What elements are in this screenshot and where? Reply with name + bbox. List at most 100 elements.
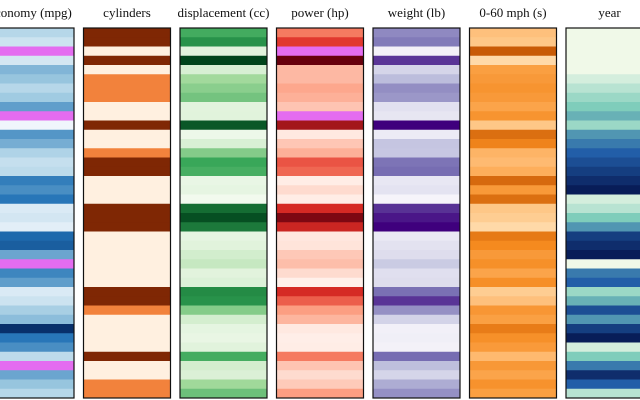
stripe [469,213,557,223]
stripe [276,176,364,186]
stripe [373,157,460,168]
stripe [566,240,640,251]
column-title: displacement (cc) [177,5,269,20]
stripe [566,203,640,214]
stripe [276,379,364,390]
stripe [180,231,267,242]
stripe [469,305,557,316]
stripe [566,46,640,57]
stripe [566,351,640,362]
stripe [0,157,74,168]
stripe [373,342,460,353]
stripe [0,120,74,131]
stripe [469,203,557,214]
stripe [0,305,74,316]
stripe [0,240,74,251]
stripe [83,379,171,390]
stripe [276,296,364,306]
stripe [373,250,460,260]
stripe [180,259,267,269]
stripe [0,185,74,195]
stripe [566,28,640,38]
stripe [83,370,171,380]
stripe [566,268,640,279]
stripe [276,203,364,214]
stripe [469,370,557,380]
stripe [276,361,364,371]
stripe [373,37,460,47]
stripe [469,250,557,260]
stripe [83,324,171,334]
stripe [469,148,557,158]
stripe [0,250,74,260]
column-title: 0-60 mph (s) [479,5,546,20]
stripe [373,259,460,269]
column-frame [82,27,172,399]
stripe [373,203,460,214]
stripe [373,370,460,380]
stripe [373,166,460,177]
stripe [566,148,640,158]
column-title: economy (mpg) [0,5,72,20]
stripe [83,213,171,223]
stripe [566,185,640,195]
stripe [276,194,364,205]
stripe [469,342,557,353]
stripe [276,268,364,279]
stripe [469,46,557,57]
stripe [566,120,640,131]
stripe [180,129,267,140]
stripe [566,370,640,380]
stripe [276,259,364,269]
stripe [180,388,267,399]
stripe [469,259,557,269]
stripe [0,361,74,371]
stripe [373,194,460,205]
stripe [83,129,171,140]
stripe [373,379,460,390]
column-frame [275,27,365,399]
stripe [83,65,171,75]
stripe [83,287,171,297]
stripe [373,120,460,131]
stripe [373,111,460,121]
stripe [373,213,460,223]
stripe [276,46,364,57]
stripe [276,250,364,260]
stripe [276,148,364,158]
stripe [83,240,171,251]
stripe [566,74,640,84]
stripe [469,185,557,195]
stripe [566,222,640,232]
stripe [469,139,557,149]
stripe [83,28,171,38]
stripe [0,351,74,362]
stripe [83,314,171,325]
stripe [83,166,171,177]
stripe [373,74,460,84]
stripe [276,231,364,242]
stripe [180,351,267,362]
column-title: power (hp) [291,5,348,20]
stripe [276,157,364,168]
stripe [373,28,460,38]
stripe [373,351,460,362]
stripe [83,194,171,205]
stripe [469,176,557,186]
stripe [83,342,171,353]
stripe [276,83,364,94]
stripe [0,203,74,214]
stripe [0,139,74,149]
stripe [566,305,640,316]
stripe [180,55,267,66]
stripe [276,65,364,75]
column-frame [468,27,558,399]
stripe [180,222,267,232]
stripe [566,379,640,390]
stripe [180,102,267,112]
stripe [83,351,171,362]
stripe [83,231,171,242]
stripe [83,333,171,343]
stripe [373,268,460,279]
stripe [83,296,171,306]
